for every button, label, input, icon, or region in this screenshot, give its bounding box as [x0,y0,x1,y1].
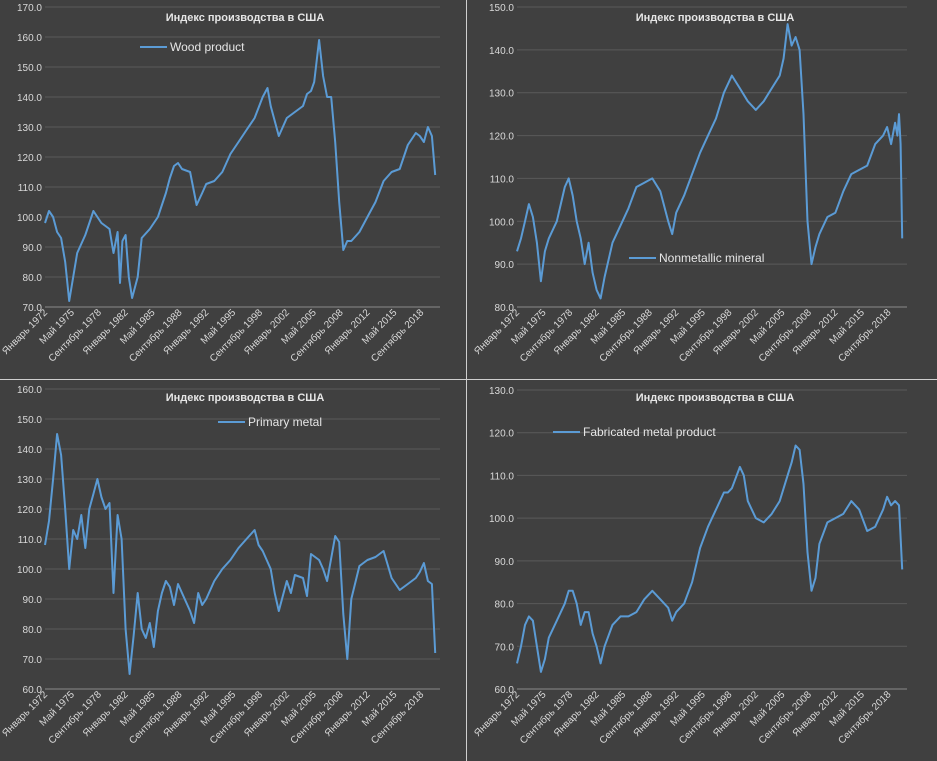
y-tick-label: 160.0 [17,385,42,396]
panel-divider-vertical [466,0,467,761]
y-tick-label: 140.0 [17,93,42,104]
series-line [516,23,904,300]
y-tick-label: 70.0 [23,303,43,314]
chart-panel-primary-metal: 60.0 70.0 80.0 90.0 100.0 110.0 120.0 130.0 140.… [0,380,466,761]
y-tick-label: 80.0 [495,303,515,314]
chart-title: Индекс производства в США [166,12,325,24]
y-tick-label: 100.0 [17,213,42,224]
y-tick-label: 170.0 [17,3,42,14]
chart-svg: 60.070.080.090.0100.0110.0120.0130.0Янва… [472,386,907,746]
chart-svg: 70.0 80.0 90.0 100.0 110.0 120.0 130.0 140.0 150… [0,3,440,364]
y-tick-label: 80.0 [495,600,515,611]
y-tick-label: 160.0 [17,33,42,44]
y-tick-label: 150.0 [17,415,42,426]
series-line [44,433,437,675]
y-tick-label: 90.0 [495,557,515,568]
y-tick-label: 130.0 [17,123,42,134]
y-tick-label: 90.0 [23,595,43,606]
y-tick-label: 110.0 [18,535,43,546]
y-tick-label: 60.0 [23,685,43,696]
chart-panel-fabricated-metal: 60.0 70.0 80.0 90.0 100.0 110.0 120.0 130.0 Янва… [467,380,937,761]
y-tick-label: 150.0 [17,63,42,74]
y-tick-label: 110.0 [490,471,515,482]
y-tick-label: 110.0 [490,174,515,185]
y-tick-label: 140.0 [489,46,514,57]
y-tick-label: 130.0 [17,475,42,486]
y-tick-label: 120.0 [17,153,42,164]
series-line [44,39,437,302]
x-tick-label: Январь 1972 [0,689,50,739]
y-tick-label: 100.0 [17,565,42,576]
legend-label: Fabricated metal product [583,425,716,439]
y-tick-label: 80.0 [23,273,43,284]
y-tick-label: 130.0 [489,386,514,397]
y-tick-label: 100.0 [489,514,514,525]
chart-title: Индекс производства в США [636,12,795,24]
series-line [516,444,904,673]
chart-panel-wood-product: 70.0 80.0 90.0 100.0 110.0 120.0 130.0 140.0 150… [0,0,466,379]
panel-divider-horizontal [0,379,937,380]
y-tick-label: 60.0 [495,685,515,696]
legend-label: Primary metal [248,415,322,429]
y-tick-label: 70.0 [23,655,43,666]
y-tick-label: 90.0 [23,243,43,254]
y-tick-label: 130.0 [489,89,514,100]
y-tick-label: 70.0 [495,642,515,653]
y-tick-label: 120.0 [489,429,514,440]
y-tick-label: 80.0 [23,625,43,636]
y-tick-label: 120.0 [489,132,514,143]
chart-title: Индекс производства в США [636,392,795,404]
legend-label: Nonmetallic mineral [659,251,764,265]
legend-label: Wood product [170,40,245,54]
y-tick-label: 100.0 [489,217,514,228]
y-tick-label: 90.0 [495,260,515,271]
chart-title: Индекс производства в США [166,392,325,404]
x-tick-label: Январь 1972 [0,307,50,357]
y-tick-label: 140.0 [17,445,42,456]
y-tick-label: 110.0 [18,183,43,194]
chart-svg: 60.0 70.0 80.0 90.0 100.0 110.0 120.0 130.0 140.… [0,385,440,746]
y-tick-label: 150.0 [489,3,514,14]
y-tick-label: 120.0 [17,505,42,516]
chart-svg: 80.090.0100.0110.0120.0130.0140.0150.0Ян… [472,3,907,364]
chart-panel-nonmetallic-mineral: 80.0 90.0 100.0 110.0 120.0 130.0 140.0 150.0 Ян… [467,0,937,379]
